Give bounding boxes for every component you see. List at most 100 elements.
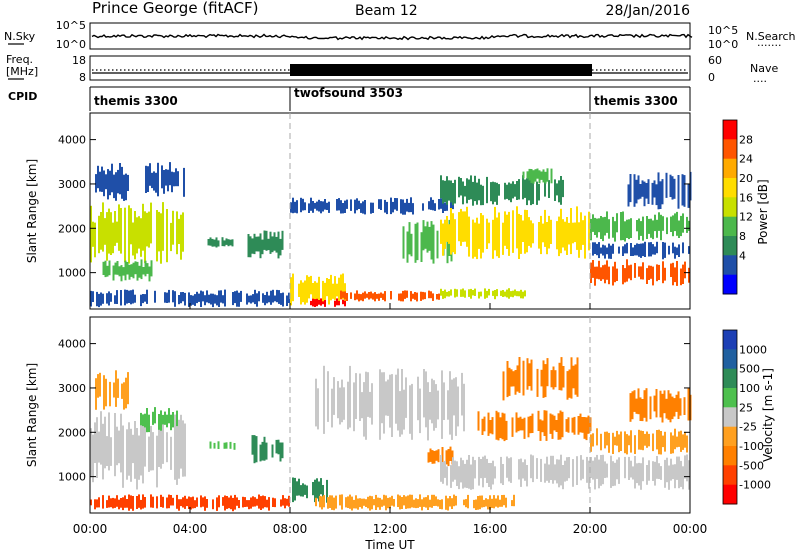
power-streak: [506, 184, 508, 199]
velocity-streak: [425, 497, 427, 508]
velocity-streak: [365, 499, 367, 507]
power-streak: [402, 199, 404, 215]
velocity-streak: [411, 494, 413, 508]
power-streak: [454, 179, 456, 204]
power-streak: [584, 215, 586, 259]
velocity-streak: [541, 420, 544, 433]
power-streak: [530, 177, 532, 206]
power-streak: [672, 242, 674, 254]
power-streak: [406, 290, 408, 298]
velocity-streak: [136, 428, 138, 490]
power-streak: [374, 292, 376, 302]
power-streak: [125, 173, 127, 201]
power-streak: [542, 169, 545, 183]
power-streak: [653, 180, 656, 198]
power-streak: [508, 288, 510, 299]
velocity-streak: [277, 439, 280, 455]
power-streak: [614, 221, 616, 242]
velocity-streak: [511, 417, 514, 437]
velocity-streak: [441, 447, 444, 463]
power-streak: [146, 212, 148, 247]
velocity-streak: [544, 364, 547, 398]
velocity-streak: [302, 483, 304, 497]
power-region-8: [310, 298, 346, 307]
power-streak: [204, 295, 206, 306]
power-streak: [263, 230, 266, 250]
velocity-streak: [554, 464, 556, 481]
power-streak: [652, 266, 654, 286]
power-streak: [664, 267, 666, 281]
power-colorbar-swatch-6: [723, 236, 737, 256]
velocity-streak: [146, 408, 148, 433]
velocity-streak: [483, 416, 486, 432]
velocity-streak: [369, 495, 371, 511]
velocity-streak: [452, 457, 454, 482]
power-streak: [138, 216, 140, 249]
power-streak: [178, 218, 180, 244]
power-streak: [172, 210, 174, 245]
velocity-streak: [552, 455, 554, 484]
power-streak: [666, 217, 668, 235]
velocity-streak: [495, 410, 498, 440]
power-streak: [504, 211, 506, 246]
power-streak: [231, 239, 234, 247]
velocity-streak: [407, 495, 409, 509]
velocity-streak: [427, 382, 429, 441]
power-streak: [386, 201, 388, 215]
velocity-streak: [642, 457, 644, 482]
power-streak: [476, 182, 478, 205]
velocity-colorbar: 1000 500 100 25 -25 -100 -500 -1000: [722, 329, 771, 505]
velocity-streak: [367, 496, 369, 509]
velocity-streak: [664, 459, 666, 488]
power-streak: [398, 293, 400, 301]
power-streak: [568, 222, 570, 245]
velocity-streak: [331, 388, 333, 428]
velocity-streak: [515, 412, 518, 433]
velocity-streak: [656, 456, 658, 479]
velocity-streak: [115, 370, 117, 407]
velocity-streak: [668, 465, 670, 490]
velocity-streak: [463, 499, 465, 506]
power-streak: [258, 291, 260, 302]
power-ytick-label-1: 2000: [58, 222, 86, 235]
velocity-streak: [176, 410, 178, 427]
velocity-streak: [497, 412, 500, 441]
power-streak: [680, 268, 682, 286]
power-streak: [300, 197, 302, 213]
power-streak: [140, 259, 143, 280]
velocity-streak: [116, 495, 118, 507]
power-streak: [265, 230, 268, 251]
velocity-streak: [349, 494, 351, 509]
velocity-streak: [544, 463, 546, 483]
velocity-streak: [670, 458, 672, 481]
velocity-streak: [96, 417, 98, 478]
velocity-streak: [319, 495, 321, 508]
power-streak: [480, 213, 482, 259]
power-streak: [440, 288, 442, 296]
power-region-7: [290, 273, 346, 306]
power-streak: [659, 181, 662, 209]
cpid-segment-1-name: themis 3300: [94, 94, 178, 108]
power-streak: [494, 290, 496, 300]
velocity-streak: [684, 431, 686, 448]
power-streak: [428, 290, 430, 299]
velocity-streak: [178, 419, 180, 479]
power-streak: [213, 239, 216, 247]
power-streak: [98, 215, 100, 254]
power-streak: [132, 222, 134, 256]
velocity-streak: [218, 495, 220, 508]
velocity-streak: [671, 396, 674, 420]
power-streak: [608, 266, 610, 285]
power-streak: [218, 290, 220, 307]
velocity-streak: [264, 496, 266, 508]
velocity-streak: [447, 498, 449, 511]
power-streak: [432, 224, 435, 264]
power-streak: [324, 199, 326, 210]
power-streak: [402, 290, 404, 302]
power-streak: [168, 289, 170, 303]
velocity-streak: [108, 412, 110, 471]
velocity-streak: [361, 498, 363, 509]
power-streak: [462, 211, 464, 242]
velocity-streak: [517, 417, 520, 432]
power-streak: [151, 172, 153, 189]
